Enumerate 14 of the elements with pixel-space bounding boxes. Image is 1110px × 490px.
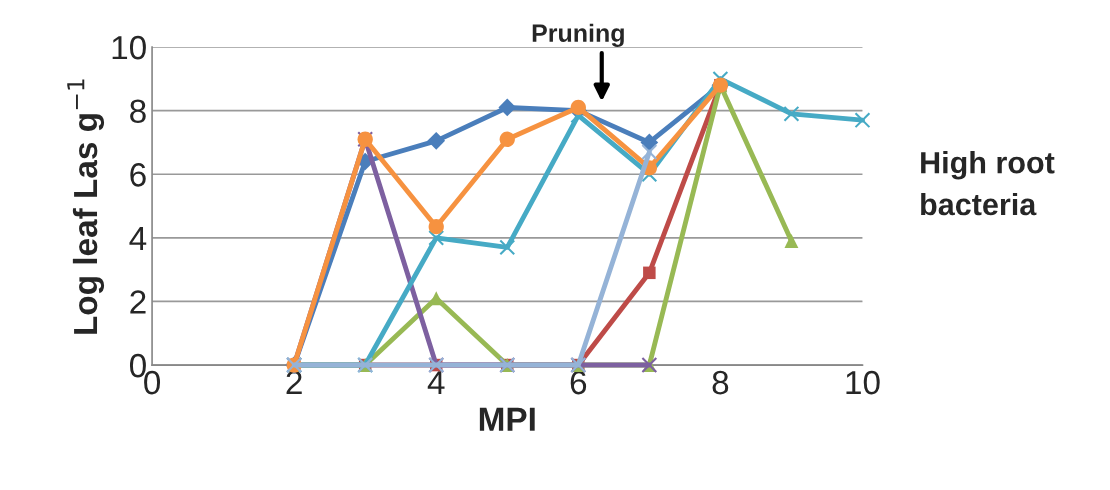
x-tick-label: 10 (846, 370, 880, 395)
y-axis-title: Log leaf Las g$^{−1}$ (67, 79, 105, 334)
annotation: Pruning (532, 23, 624, 48)
y-tick-label: 2 (130, 290, 146, 314)
y-tick-label: 10 (112, 35, 146, 60)
y-tick-label: 4 (129, 226, 147, 250)
y-tick-label: 6 (130, 163, 146, 187)
x-tick-label: 8 (712, 370, 729, 395)
y-tick-label: 8 (130, 99, 146, 124)
x-tick-label: 6 (570, 370, 587, 395)
text: High root bacteria (921, 151, 1055, 216)
x-axis-title: MPI (479, 407, 535, 431)
y-tick-label: 0 (129, 353, 146, 378)
x-tick-label: 4 (427, 371, 445, 395)
